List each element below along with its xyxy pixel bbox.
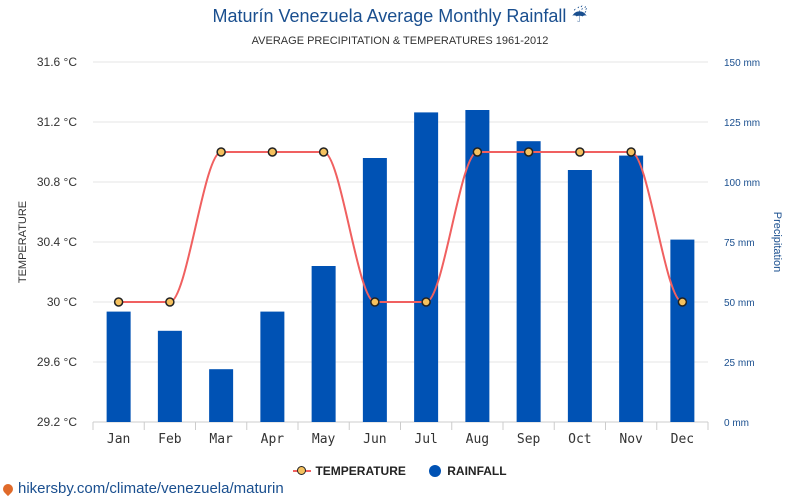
x-tick-label: Oct <box>568 432 591 447</box>
temperature-point <box>575 147 585 157</box>
rainfall-bar <box>465 110 490 422</box>
chart-subtitle: AVERAGE PRECIPITATION & TEMPERATURES 196… <box>251 35 549 47</box>
temperature-point <box>421 297 431 307</box>
x-tick-label: Apr <box>261 432 285 447</box>
source-link[interactable]: hikersby.com/climate/venezuela/maturin <box>0 480 284 497</box>
temperature-point <box>523 147 534 157</box>
x-tick-label: Jul <box>414 432 437 447</box>
y-tick-label: 31.6 °C <box>37 55 77 69</box>
rainfall-bar <box>516 141 541 422</box>
temperature-point <box>318 147 329 157</box>
y-tick-label: 30.8 °C <box>37 175 77 189</box>
y2-tick-label: 50 mm <box>724 298 755 309</box>
temperature-point <box>472 147 483 157</box>
legend-item-rainfall[interactable]: RAINFALL <box>429 464 507 478</box>
temperature-line-icon <box>293 465 312 477</box>
location-pin-icon <box>0 481 16 496</box>
y2-axis-title: Precipitation <box>771 212 783 273</box>
y2-tick-label: 100 mm <box>724 178 760 189</box>
x-tick-label: May <box>312 432 336 447</box>
temperature-point <box>113 297 124 307</box>
legend-item-temperature[interactable]: TEMPERATURE <box>293 464 406 478</box>
x-tick-label: Jun <box>363 432 386 447</box>
chart-title: Maturín Venezuela Average Monthly Rainfa… <box>212 6 588 26</box>
legend-label-temperature: TEMPERATURE <box>315 464 406 478</box>
rainfall-bar <box>209 369 234 422</box>
rainfall-bar <box>260 311 285 422</box>
x-tick-label: Nov <box>619 432 643 447</box>
rainfall-bar <box>106 311 131 422</box>
x-tick-label: Sep <box>517 432 541 447</box>
rainfall-bar <box>619 155 644 422</box>
legend-label-rainfall: RAINFALL <box>447 464 507 478</box>
rainfall-bar <box>670 239 695 422</box>
y-tick-label: 31.2 °C <box>37 115 77 129</box>
y2-tick-label: 25 mm <box>724 358 755 369</box>
y2-tick-label: 125 mm <box>724 118 760 129</box>
temperature-point <box>370 297 380 307</box>
temperature-point <box>165 297 175 307</box>
y2-tick-label: 150 mm <box>724 58 760 69</box>
rainfall-bar <box>567 170 592 422</box>
temperature-point <box>216 147 226 157</box>
rainfall-bar <box>414 112 439 423</box>
x-tick-label: Aug <box>466 432 489 447</box>
temperature-point <box>267 147 278 157</box>
y-tick-label: 30.4 °C <box>37 235 77 249</box>
legend: TEMPERATURE RAINFALL <box>0 464 800 480</box>
y-tick-label: 29.2 °C <box>37 415 77 429</box>
x-tick-label: Jan <box>107 432 130 447</box>
x-tick-label: Feb <box>158 432 182 447</box>
rainfall-dot-icon <box>429 465 442 477</box>
rainfall-bar <box>311 266 336 422</box>
x-tick-label: Dec <box>671 432 694 447</box>
y2-tick-label: 75 mm <box>724 238 755 249</box>
temperature-line <box>118 151 683 303</box>
y-tick-label: 29.6 °C <box>37 355 77 369</box>
rainfall-bar <box>157 330 182 422</box>
source-link-text: hikersby.com/climate/venezuela/maturin <box>18 480 284 497</box>
y-axis-title: TEMPERATURE <box>17 201 29 283</box>
temperature-point <box>626 147 636 157</box>
y2-tick-label: 0 mm <box>724 418 749 429</box>
temperature-point <box>677 297 688 307</box>
y-tick-label: 30 °C <box>47 295 77 309</box>
x-tick-label: Mar <box>209 432 233 447</box>
